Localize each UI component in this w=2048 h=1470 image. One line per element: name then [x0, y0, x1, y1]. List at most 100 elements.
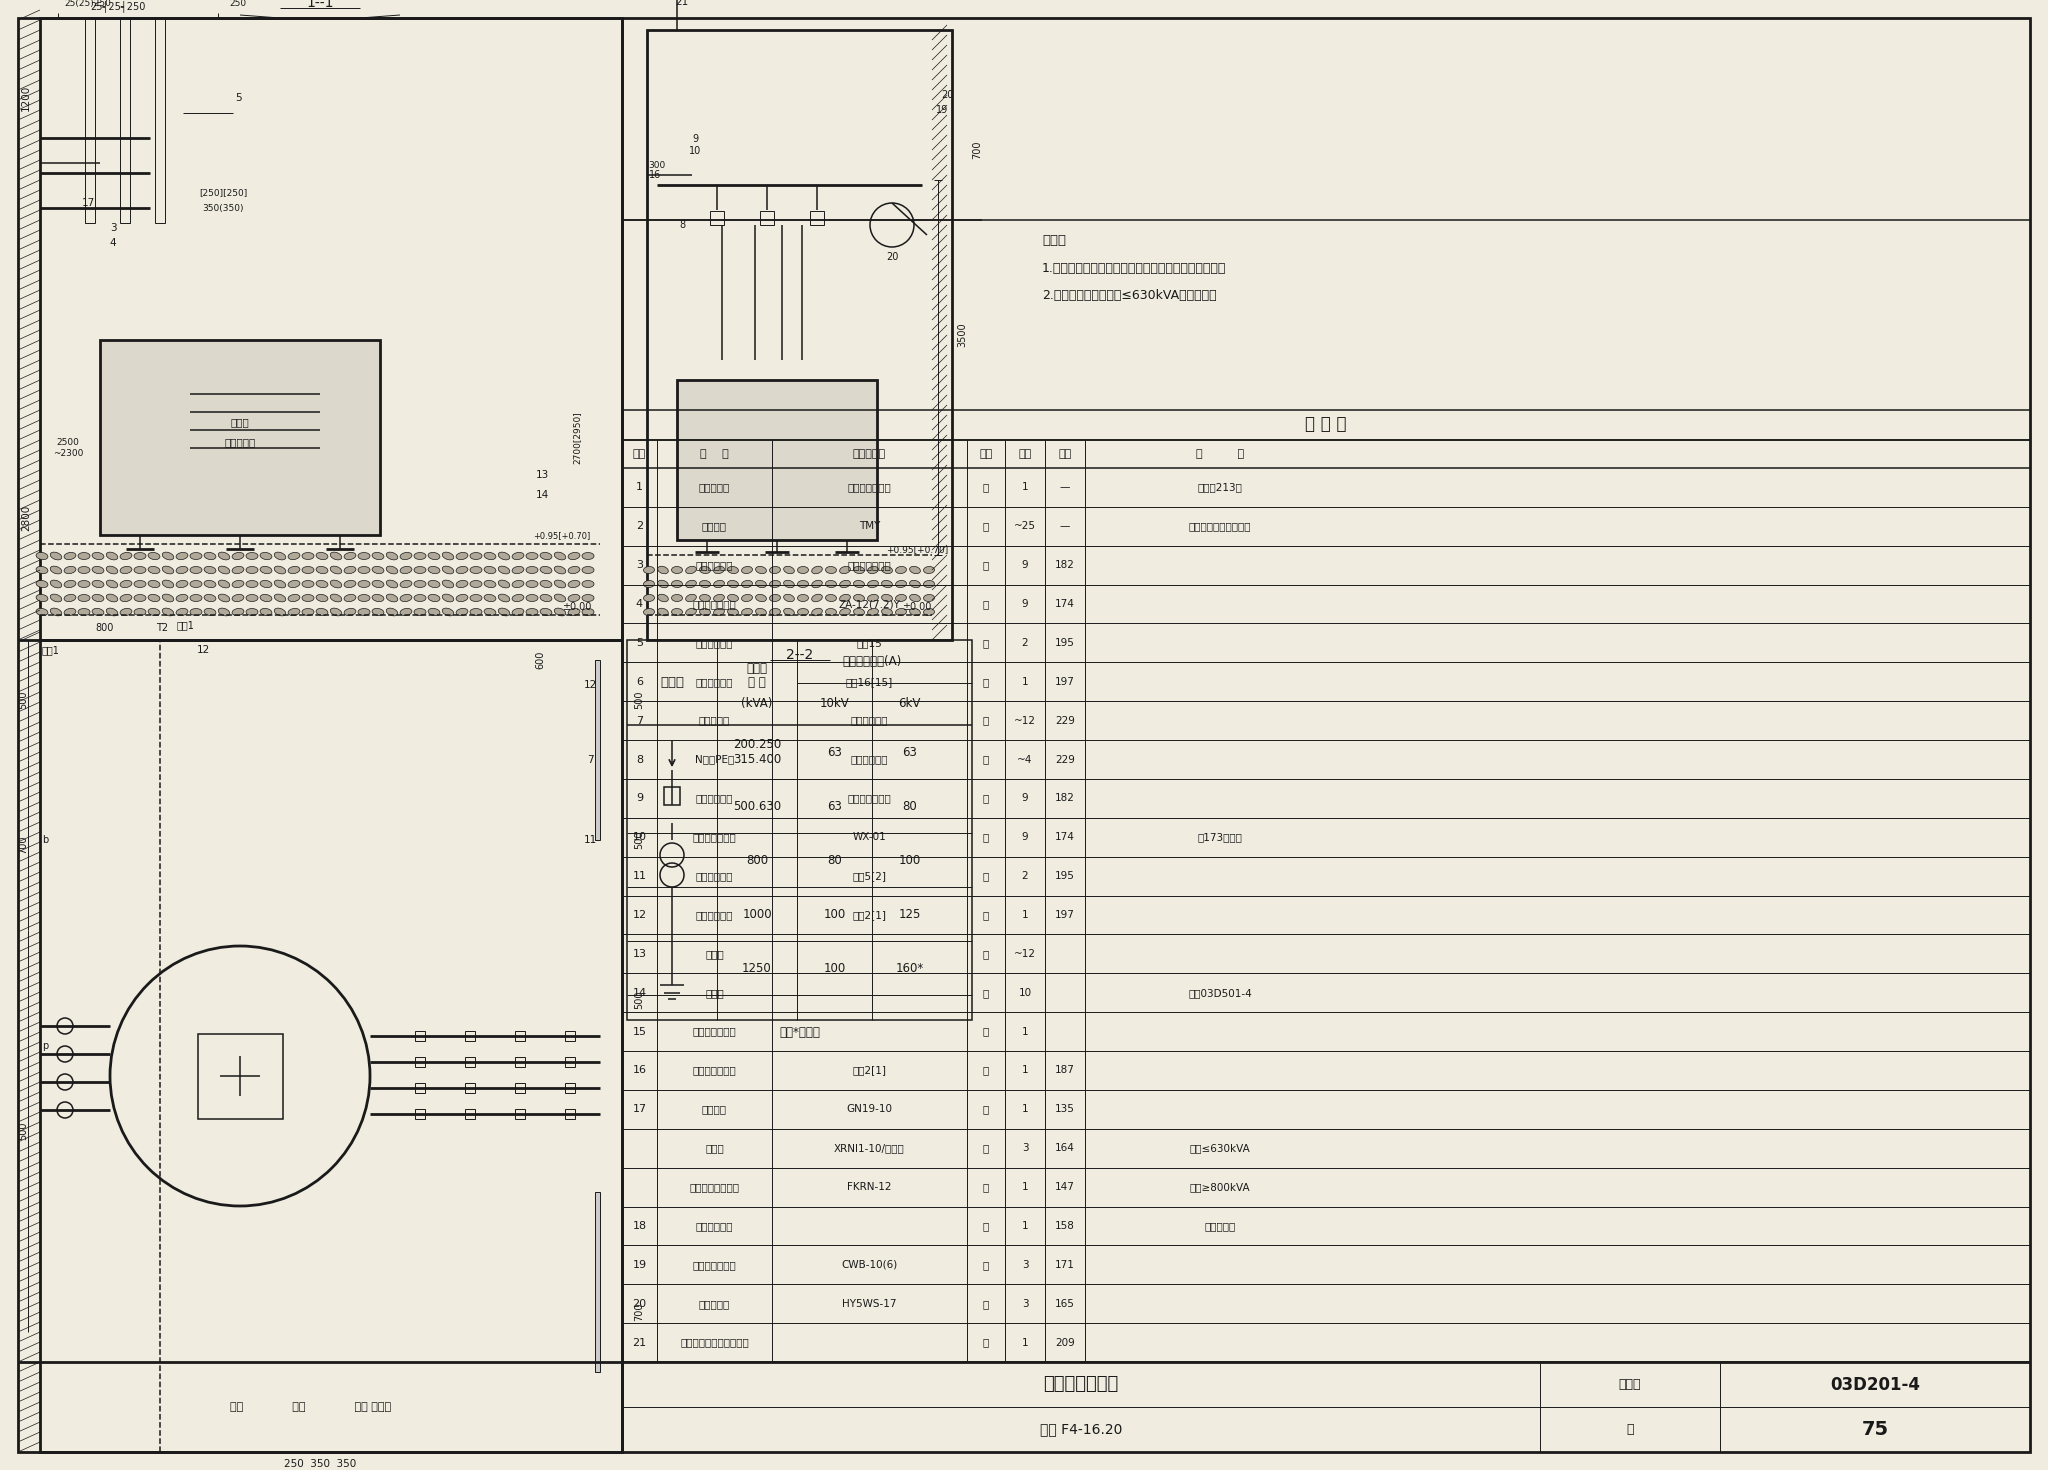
Text: 300: 300 — [649, 160, 666, 169]
Ellipse shape — [457, 609, 467, 616]
Ellipse shape — [219, 594, 229, 601]
Text: 接地见213页: 接地见213页 — [1198, 482, 1243, 492]
Ellipse shape — [37, 609, 47, 616]
Ellipse shape — [147, 566, 160, 573]
Ellipse shape — [92, 566, 104, 573]
Ellipse shape — [727, 581, 739, 588]
Ellipse shape — [63, 566, 76, 573]
Ellipse shape — [555, 581, 565, 588]
Ellipse shape — [330, 594, 342, 601]
Ellipse shape — [37, 581, 47, 588]
Text: 9: 9 — [1022, 560, 1028, 570]
Text: 用于≥800kVA: 用于≥800kVA — [1190, 1182, 1251, 1192]
Ellipse shape — [582, 609, 594, 616]
Text: 明 细 表: 明 细 表 — [1305, 415, 1348, 434]
Ellipse shape — [106, 566, 119, 573]
Text: GN19-10: GN19-10 — [846, 1104, 893, 1114]
Ellipse shape — [498, 566, 510, 573]
Bar — [86, 18, 94, 223]
Text: ±0.00: ±0.00 — [563, 603, 592, 612]
Text: 197: 197 — [1055, 910, 1075, 920]
Ellipse shape — [457, 594, 467, 601]
Text: 25(25)250: 25(25)250 — [66, 0, 111, 7]
Text: 209: 209 — [1055, 1338, 1075, 1348]
Ellipse shape — [469, 594, 481, 601]
Text: 2: 2 — [637, 522, 643, 531]
Text: 700: 700 — [973, 141, 981, 159]
Ellipse shape — [147, 553, 160, 560]
Ellipse shape — [840, 609, 850, 616]
Text: 用于≤630kVA: 用于≤630kVA — [1190, 1144, 1251, 1154]
Text: 方案 F4-16.20: 方案 F4-16.20 — [1040, 1423, 1122, 1436]
Ellipse shape — [868, 581, 879, 588]
Ellipse shape — [78, 566, 90, 573]
Text: 250: 250 — [229, 0, 246, 7]
Text: 单位: 单位 — [979, 448, 993, 459]
Ellipse shape — [246, 594, 258, 601]
Text: 100: 100 — [823, 961, 846, 975]
Text: 20: 20 — [633, 1298, 647, 1308]
Ellipse shape — [106, 609, 119, 616]
Ellipse shape — [260, 553, 272, 560]
Text: 164: 164 — [1055, 1144, 1075, 1154]
Ellipse shape — [686, 594, 696, 601]
Bar — [416, 1030, 426, 1041]
Ellipse shape — [924, 609, 934, 616]
Ellipse shape — [190, 581, 203, 588]
Ellipse shape — [643, 566, 655, 573]
Text: 规格按变压器容量确定: 规格按变压器容量确定 — [1188, 522, 1251, 531]
Text: 165: 165 — [1055, 1298, 1075, 1308]
Bar — [647, 29, 952, 639]
Text: 1: 1 — [1022, 676, 1028, 686]
Ellipse shape — [63, 609, 76, 616]
Text: 个: 个 — [983, 1144, 989, 1154]
Ellipse shape — [274, 594, 287, 601]
Text: 6: 6 — [637, 676, 643, 686]
Ellipse shape — [301, 594, 313, 601]
Ellipse shape — [399, 581, 412, 588]
Text: 套: 套 — [983, 1066, 989, 1076]
Text: FKRN-12: FKRN-12 — [848, 1182, 891, 1192]
Ellipse shape — [289, 581, 299, 588]
Text: 8: 8 — [680, 220, 686, 229]
Ellipse shape — [315, 566, 328, 573]
Ellipse shape — [315, 594, 328, 601]
Text: 500: 500 — [635, 991, 643, 1010]
Ellipse shape — [133, 566, 145, 573]
Bar — [514, 1083, 524, 1094]
Text: 18: 18 — [633, 1222, 647, 1230]
Text: TMY: TMY — [858, 522, 881, 531]
Bar — [811, 212, 823, 225]
Ellipse shape — [78, 609, 90, 616]
Ellipse shape — [51, 594, 61, 601]
Ellipse shape — [797, 609, 809, 616]
Text: 数量: 数量 — [1018, 448, 1032, 459]
Ellipse shape — [512, 566, 524, 573]
Text: 2800: 2800 — [20, 504, 31, 531]
Ellipse shape — [881, 594, 893, 601]
Text: 1: 1 — [1022, 482, 1028, 492]
Text: CWB-10(6): CWB-10(6) — [842, 1260, 897, 1270]
Ellipse shape — [121, 594, 131, 601]
Text: 1: 1 — [1022, 1182, 1028, 1192]
Text: 20: 20 — [940, 90, 952, 100]
Ellipse shape — [512, 581, 524, 588]
Ellipse shape — [442, 594, 455, 601]
Text: 7: 7 — [637, 716, 643, 726]
Ellipse shape — [260, 581, 272, 588]
Bar — [197, 1033, 283, 1119]
Text: 135: 135 — [1055, 1104, 1075, 1114]
Text: 个: 个 — [983, 910, 989, 920]
Text: 3: 3 — [1022, 1298, 1028, 1308]
Ellipse shape — [63, 581, 76, 588]
Ellipse shape — [512, 609, 524, 616]
Text: 熔体额定电流(A): 熔体额定电流(A) — [842, 654, 901, 667]
Ellipse shape — [219, 581, 229, 588]
Ellipse shape — [854, 566, 864, 573]
Ellipse shape — [289, 609, 299, 616]
Text: 9: 9 — [1022, 600, 1028, 609]
Text: 147: 147 — [1055, 1182, 1075, 1192]
Text: 500: 500 — [635, 691, 643, 709]
Ellipse shape — [315, 581, 328, 588]
Text: 13: 13 — [535, 470, 549, 481]
